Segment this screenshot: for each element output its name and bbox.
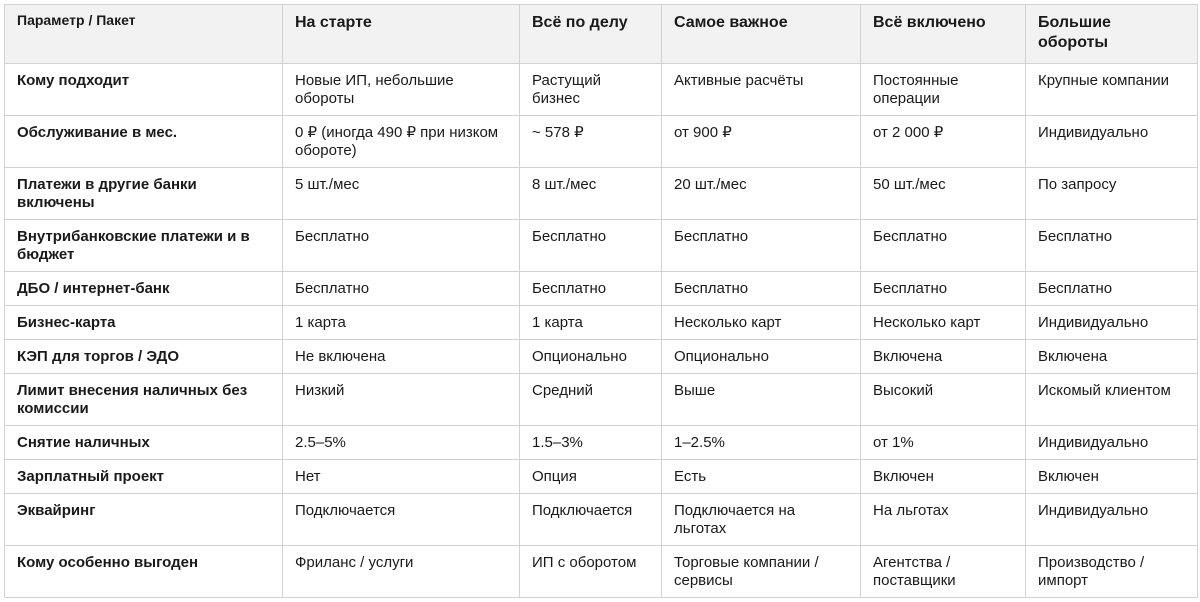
value-cell: от 2 000 ₽ xyxy=(860,115,1026,168)
header-package-vsyo-po-delu: Всё по делу xyxy=(519,4,662,64)
value-cell: Средний xyxy=(519,373,662,426)
value-cell: Бесплатно xyxy=(661,219,861,272)
value-cell: Крупные компании xyxy=(1025,63,1198,116)
param-cell: Снятие наличных xyxy=(4,425,283,460)
header-row: Параметр / Пакет На старте Всё по делу С… xyxy=(4,4,1198,64)
header-corner-cell: Параметр / Пакет xyxy=(4,4,283,64)
value-cell: Активные расчёты xyxy=(661,63,861,116)
value-cell: Растущий бизнес xyxy=(519,63,662,116)
table-body: Кому подходит Новые ИП, небольшие оборот… xyxy=(4,63,1198,598)
package-comparison-table: Параметр / Пакет На старте Всё по делу С… xyxy=(4,4,1198,598)
table-row: Кому подходит Новые ИП, небольшие оборот… xyxy=(4,63,1198,116)
value-cell: Подключается на льготах xyxy=(661,493,861,546)
value-cell: Новые ИП, небольшие обороты xyxy=(282,63,520,116)
value-cell: Бесплатно xyxy=(860,271,1026,306)
value-cell: 2.5–5% xyxy=(282,425,520,460)
value-cell: Включен xyxy=(1025,459,1198,494)
value-cell: Включен xyxy=(860,459,1026,494)
table-row: Кому особенно выгоден Фриланс / услуги И… xyxy=(4,545,1198,598)
table-row: Снятие наличных 2.5–5% 1.5–3% 1–2.5% от … xyxy=(4,425,1198,460)
param-cell: Бизнес-карта xyxy=(4,305,283,340)
value-cell: Низкий xyxy=(282,373,520,426)
param-cell: Обслуживание в мес. xyxy=(4,115,283,168)
value-cell: ИП с оборотом xyxy=(519,545,662,598)
table-row: Платежи в другие банки включены 5 шт./ме… xyxy=(4,167,1198,220)
value-cell: Производство / импорт xyxy=(1025,545,1198,598)
param-cell: Эквайринг xyxy=(4,493,283,546)
value-cell: Бесплатно xyxy=(1025,271,1198,306)
table-row: Бизнес-карта 1 карта 1 карта Несколько к… xyxy=(4,305,1198,340)
value-cell: Торговые компании / сервисы xyxy=(661,545,861,598)
value-cell: Не включена xyxy=(282,339,520,374)
param-cell: ДБО / интернет-банк xyxy=(4,271,283,306)
value-cell: 1 карта xyxy=(519,305,662,340)
table-row: ДБО / интернет-банк Бесплатно Бесплатно … xyxy=(4,271,1198,306)
value-cell: 50 шт./мес xyxy=(860,167,1026,220)
value-cell: Включена xyxy=(860,339,1026,374)
value-cell: Опционально xyxy=(519,339,662,374)
value-cell: Индивидуально xyxy=(1025,305,1198,340)
value-cell: 5 шт./мес xyxy=(282,167,520,220)
value-cell: 1–2.5% xyxy=(661,425,861,460)
value-cell: Несколько карт xyxy=(860,305,1026,340)
header-package-samoe-vazhnoe: Самое важное xyxy=(661,4,861,64)
value-cell: Выше xyxy=(661,373,861,426)
value-cell: Подключается xyxy=(282,493,520,546)
param-cell: Лимит внесения наличных без комиссии xyxy=(4,373,283,426)
value-cell: Бесплатно xyxy=(860,219,1026,272)
value-cell: Бесплатно xyxy=(1025,219,1198,272)
value-cell: Фриланс / услуги xyxy=(282,545,520,598)
param-cell: Внутрибанковские платежи и в бюджет xyxy=(4,219,283,272)
value-cell: Бесплатно xyxy=(661,271,861,306)
param-cell: Кому особенно выгоден xyxy=(4,545,283,598)
value-cell: от 900 ₽ xyxy=(661,115,861,168)
value-cell: Опционально xyxy=(661,339,861,374)
value-cell: Индивидуально xyxy=(1025,115,1198,168)
table-row: Внутрибанковские платежи и в бюджет Бесп… xyxy=(4,219,1198,272)
header-package-bolshie-oboroty: Большие обороты xyxy=(1025,4,1198,64)
value-cell: По запросу xyxy=(1025,167,1198,220)
value-cell: Бесплатно xyxy=(519,219,662,272)
value-cell: Индивидуально xyxy=(1025,425,1198,460)
value-cell: Бесплатно xyxy=(282,271,520,306)
param-cell: КЭП для торгов / ЭДО xyxy=(4,339,283,374)
value-cell: Включена xyxy=(1025,339,1198,374)
value-cell: 1.5–3% xyxy=(519,425,662,460)
param-cell: Зарплатный проект xyxy=(4,459,283,494)
value-cell: Несколько карт xyxy=(661,305,861,340)
value-cell: Бесплатно xyxy=(519,271,662,306)
value-cell: от 1% xyxy=(860,425,1026,460)
value-cell: Высокий xyxy=(860,373,1026,426)
header-package-na-starte: На старте xyxy=(282,4,520,64)
value-cell: Индивидуально xyxy=(1025,493,1198,546)
table-header: Параметр / Пакет На старте Всё по делу С… xyxy=(4,4,1198,64)
value-cell: Опция xyxy=(519,459,662,494)
value-cell: 0 ₽ (иногда 490 ₽ при низком обороте) xyxy=(282,115,520,168)
param-cell: Кому подходит xyxy=(4,63,283,116)
table-row: Обслуживание в мес. 0 ₽ (иногда 490 ₽ пр… xyxy=(4,115,1198,168)
value-cell: Бесплатно xyxy=(282,219,520,272)
table-row: Лимит внесения наличных без комиссии Низ… xyxy=(4,373,1198,426)
value-cell: Подключается xyxy=(519,493,662,546)
value-cell: Есть xyxy=(661,459,861,494)
param-cell: Платежи в другие банки включены xyxy=(4,167,283,220)
value-cell: 8 шт./мес xyxy=(519,167,662,220)
table-row: КЭП для торгов / ЭДО Не включена Опциона… xyxy=(4,339,1198,374)
table-row: Зарплатный проект Нет Опция Есть Включен… xyxy=(4,459,1198,494)
table-row: Эквайринг Подключается Подключается Подк… xyxy=(4,493,1198,546)
value-cell: Агентства / поставщики xyxy=(860,545,1026,598)
value-cell: Постоянные операции xyxy=(860,63,1026,116)
header-package-vsyo-vklyucheno: Всё включено xyxy=(860,4,1026,64)
value-cell: 1 карта xyxy=(282,305,520,340)
value-cell: 20 шт./мес xyxy=(661,167,861,220)
value-cell: На льготах xyxy=(860,493,1026,546)
value-cell: Искомый клиентом xyxy=(1025,373,1198,426)
value-cell: ~ 578 ₽ xyxy=(519,115,662,168)
value-cell: Нет xyxy=(282,459,520,494)
